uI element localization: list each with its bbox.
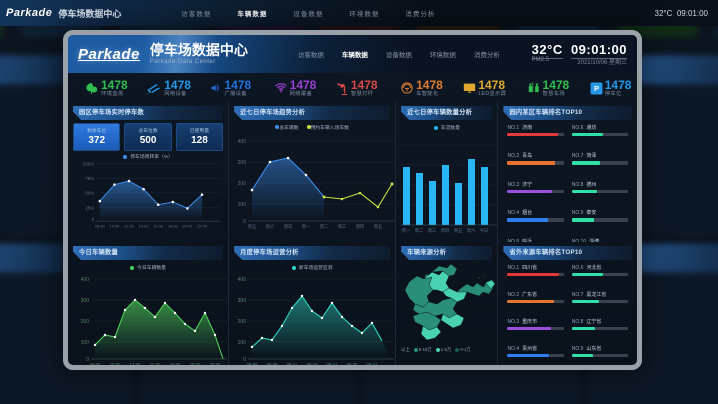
svg-text:周六: 周六 xyxy=(467,227,476,234)
svg-text:12:00: 12:00 xyxy=(124,224,135,229)
svg-text:0: 0 xyxy=(92,217,95,222)
svg-text:周五: 周五 xyxy=(248,224,257,230)
svg-text:300: 300 xyxy=(81,298,90,304)
svg-text:周五: 周五 xyxy=(454,228,463,234)
svg-text:周五: 周五 xyxy=(374,224,383,230)
svg-text:25%: 25% xyxy=(85,205,94,210)
svg-text:18:00: 18:00 xyxy=(168,224,179,229)
svg-text:今日: 今日 xyxy=(480,227,489,234)
svg-text:08-05: 08-05 xyxy=(247,362,259,367)
svg-text:14:00: 14:00 xyxy=(139,224,150,229)
svg-text:周四: 周四 xyxy=(356,224,365,230)
svg-text:22:00: 22:00 xyxy=(197,224,208,229)
svg-text:08:00: 08:00 xyxy=(95,224,106,229)
svg-text:周二: 周二 xyxy=(320,224,329,230)
svg-text:20:00: 20:00 xyxy=(183,224,194,229)
svg-text:100: 100 xyxy=(81,340,90,346)
svg-text:400: 400 xyxy=(238,277,247,283)
svg-text:10:00: 10:00 xyxy=(110,224,121,229)
svg-text:08:00: 08:00 xyxy=(90,362,101,367)
svg-text:75%: 75% xyxy=(85,176,94,181)
svg-text:周日: 周日 xyxy=(284,224,293,230)
svg-text:08-11: 08-11 xyxy=(287,362,298,367)
svg-text:周二: 周二 xyxy=(415,228,424,234)
svg-text:周六: 周六 xyxy=(266,223,275,230)
svg-text:100%: 100% xyxy=(83,161,95,166)
svg-text:08-31: 08-31 xyxy=(367,362,379,367)
svg-text:300: 300 xyxy=(238,160,247,166)
svg-text:200: 200 xyxy=(238,319,247,325)
svg-text:18:00: 18:00 xyxy=(190,362,201,367)
svg-text:100: 100 xyxy=(238,340,247,346)
svg-text:08-25: 08-25 xyxy=(347,362,359,367)
svg-text:周一: 周一 xyxy=(402,228,411,234)
svg-text:08-15: 08-15 xyxy=(307,362,319,367)
svg-text:10:00: 10:00 xyxy=(110,362,121,367)
svg-text:周三: 周三 xyxy=(338,224,347,230)
svg-text:200: 200 xyxy=(238,181,247,187)
svg-text:0: 0 xyxy=(243,219,246,225)
svg-text:周四: 周四 xyxy=(441,228,450,234)
svg-text:P: P xyxy=(594,84,599,93)
svg-text:50%: 50% xyxy=(85,191,94,196)
svg-text:100: 100 xyxy=(238,202,247,208)
svg-text:周一: 周一 xyxy=(302,224,311,230)
svg-text:16:00: 16:00 xyxy=(170,362,181,367)
svg-text:14:00: 14:00 xyxy=(150,362,161,367)
svg-text:400: 400 xyxy=(81,277,90,283)
svg-text:400: 400 xyxy=(238,139,247,145)
svg-text:300: 300 xyxy=(238,298,247,304)
svg-text:周三: 周三 xyxy=(428,228,437,234)
svg-text:08-08: 08-08 xyxy=(267,362,279,367)
svg-text:16:00: 16:00 xyxy=(153,224,164,229)
svg-text:200: 200 xyxy=(81,319,90,325)
svg-text:08-21: 08-21 xyxy=(327,362,339,367)
svg-text:20:00: 20:00 xyxy=(210,362,221,367)
svg-text:12:00: 12:00 xyxy=(130,362,141,367)
